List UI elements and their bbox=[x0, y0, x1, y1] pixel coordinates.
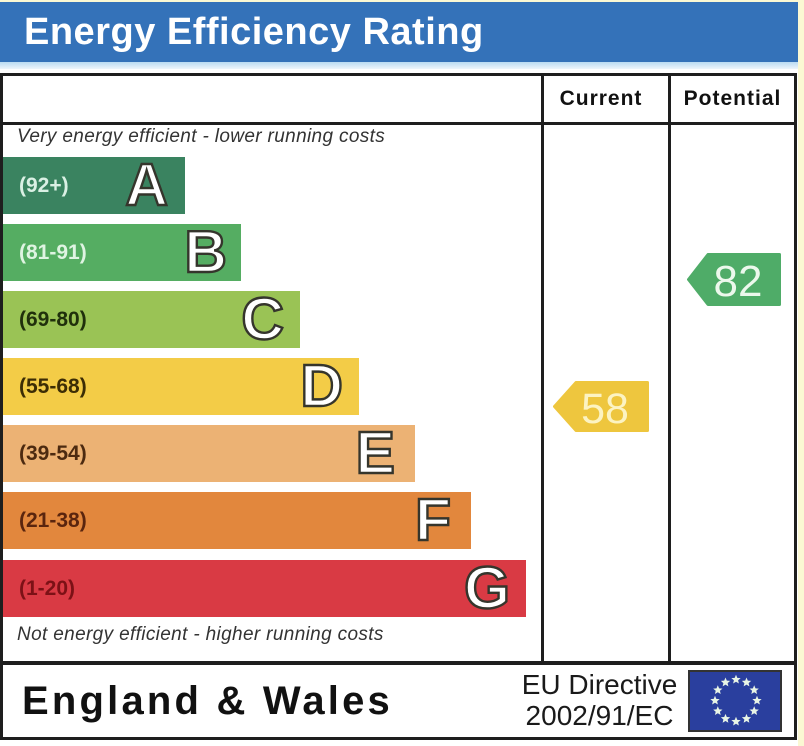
svg-text:58: 58 bbox=[581, 385, 629, 432]
svg-text:82: 82 bbox=[714, 257, 763, 306]
